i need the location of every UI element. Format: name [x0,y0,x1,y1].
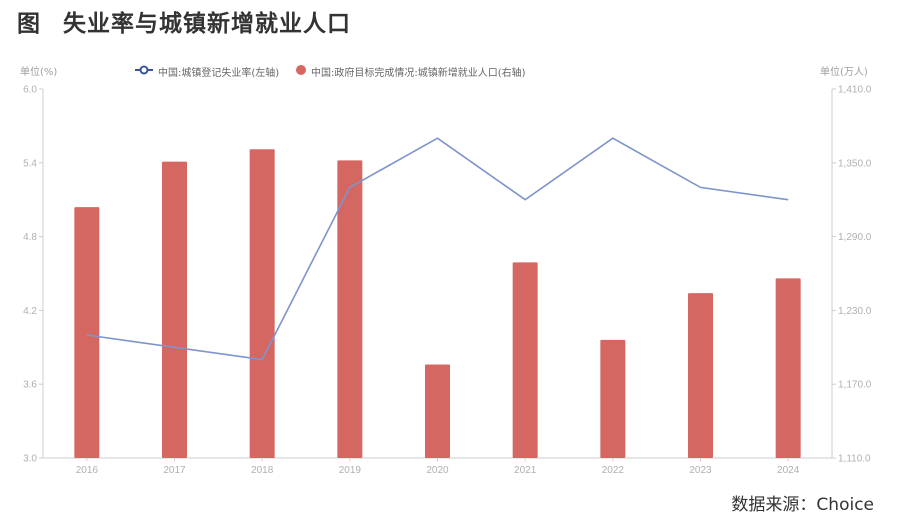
left-tick-label: 3.6 [23,380,37,391]
left-tick-label: 5.4 [23,158,37,169]
x-tick-label: 2024 [777,465,800,476]
unemployment-line [86,137,789,361]
left-tick-label: 4.2 [23,306,37,317]
left-axis-unit: 单位(%) [20,67,58,78]
x-tick-label: 2022 [602,465,625,476]
x-tick-label: 2020 [426,465,449,476]
line-circle-icon [135,65,153,78]
legend-label: 中国:城镇登记失业率(左轴) [158,68,280,79]
bar [425,364,450,458]
right-tick-label: 1,230.0 [838,306,872,317]
legend-item-unemployment[interactable]: 中国:城镇登记失业率(左轴) [135,64,279,79]
figure-label: 图 [17,11,41,37]
bar [512,262,538,458]
bar [74,207,100,458]
right-tick-label: 1,290.0 [838,232,872,243]
right-tick-label: 1,170.0 [838,380,872,391]
x-tick-label: 2021 [514,465,537,476]
bar [600,339,626,458]
bar [688,293,713,458]
left-tick-label: 6.0 [23,85,37,96]
x-tick-label: 2017 [163,465,186,476]
right-tick-label: 1,410.0 [838,85,872,96]
bar [249,149,275,458]
circle-icon [296,65,306,78]
legend-label: 中国:政府目标完成情况:城镇新增就业人口(右轴) [311,68,526,79]
left-tick-label: 3.0 [23,454,37,465]
left-tick-label: 4.8 [23,232,37,243]
x-tick-label: 2016 [76,465,99,476]
title-text: 失业率与城镇新增就业人口 [63,11,351,37]
right-axis-unit: 单位(万人) [820,67,868,78]
x-tick-label: 2018 [251,465,274,476]
x-tick-label: 2019 [339,465,362,476]
x-tick-label: 2023 [689,465,712,476]
bar [162,161,187,458]
chart-title: 图失业率与城镇新增就业人口 [17,4,351,38]
bar [775,278,801,458]
right-tick-label: 1,350.0 [838,158,872,169]
legend-item-employment[interactable]: 中国:政府目标完成情况:城镇新增就业人口(右轴) [296,64,526,79]
bar [337,160,363,458]
right-tick-label: 1,110.0 [838,454,871,465]
data-source: 数据来源：Choice [731,495,874,515]
